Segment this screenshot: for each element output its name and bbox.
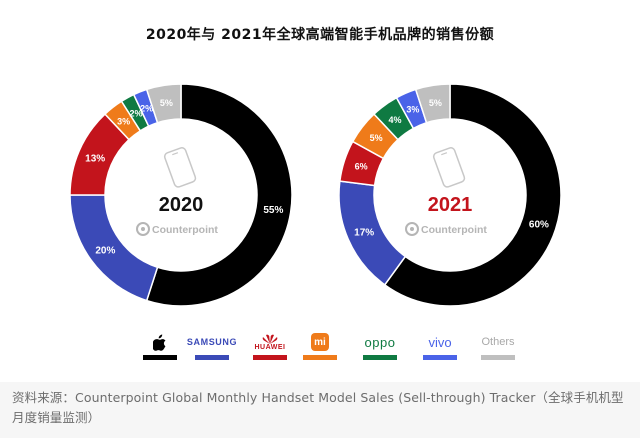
legend-logo-vivo: vivo xyxy=(428,332,451,352)
chart-title: 2020年与 2021年全球高端智能手机品牌的销售份额 xyxy=(145,27,495,43)
xiaomi-logo-icon: mi xyxy=(311,333,329,351)
donut-2021: 60% 17% 6% 5% 4% 3% 5% 2021 Counterpoint xyxy=(338,83,562,307)
slice-label-samsung-2021: 17% xyxy=(354,228,374,239)
slice-label-huawei-2021: 6% xyxy=(355,162,368,172)
legend-text-others: Others xyxy=(481,336,515,348)
svg-text:Counterpoint: Counterpoint xyxy=(421,224,487,236)
slice-label-oppo-2020: 2% xyxy=(129,109,142,119)
phone-icon xyxy=(432,147,466,188)
huawei-petal-icon xyxy=(262,334,278,344)
legend-swatch-others xyxy=(481,355,515,360)
slice-label-apple-2021: 60% xyxy=(529,219,549,230)
slice-label-xiaomi-2021: 5% xyxy=(370,133,383,143)
slice-apple-2021 xyxy=(383,83,562,307)
svg-text:Counterpoint: Counterpoint xyxy=(152,224,218,236)
slice-label-vivo-2020: 2% xyxy=(140,104,153,114)
legend-item-huawei: HUAWEI xyxy=(238,332,302,368)
slice-label-oppo-2021: 4% xyxy=(389,115,402,125)
slice-label-vivo-2021: 3% xyxy=(406,105,419,115)
legend-item-oppo: oppo xyxy=(348,332,412,368)
legend-text-samsung: SAMSUNG xyxy=(186,337,238,347)
legend-swatch-vivo xyxy=(423,355,457,360)
source-note: 资料来源：Counterpoint Global Monthly Handset… xyxy=(12,390,624,425)
slice-others-2021 xyxy=(414,83,451,124)
legend-logo-xiaomi: mi xyxy=(311,332,329,352)
legend-text-oppo: oppo xyxy=(364,334,396,350)
legend-swatch-oppo xyxy=(363,355,397,360)
legend-swatch-samsung xyxy=(195,355,229,360)
center-year-label: 2021 xyxy=(428,194,473,216)
slice-label-apple-2020: 55% xyxy=(263,205,283,216)
legend-item-vivo: vivo xyxy=(408,332,472,368)
slice-apple-2020 xyxy=(145,83,293,307)
counterpoint-watermark: Counterpoint xyxy=(405,222,487,236)
phone-icon xyxy=(163,147,197,188)
legend-logo-oppo: oppo xyxy=(365,332,396,352)
slice-label-xiaomi-2020: 3% xyxy=(117,117,130,127)
legend-item-xiaomi: mi xyxy=(288,332,352,368)
slice-label-others-2020: 5% xyxy=(160,98,173,108)
legend-logo-apple xyxy=(153,332,167,352)
legend-logo-huawei: HUAWEI xyxy=(255,332,286,352)
legend: SAMSUNG HUAWEI mi oppo vivo Others xyxy=(128,332,528,368)
legend-swatch-xiaomi xyxy=(303,355,337,360)
legend-item-others: Others xyxy=(466,332,530,368)
counterpoint-watermark: Counterpoint xyxy=(136,222,218,236)
source-background xyxy=(0,382,640,438)
legend-swatch-huawei xyxy=(253,355,287,360)
legend-logo-others: Others xyxy=(481,332,514,352)
apple-logo-icon xyxy=(153,334,167,351)
legend-swatch-apple xyxy=(143,355,177,360)
center-year-label: 2020 xyxy=(159,194,204,216)
legend-item-samsung: SAMSUNG xyxy=(180,332,244,368)
slice-label-samsung-2020: 20% xyxy=(95,245,115,256)
legend-item-apple xyxy=(128,332,192,368)
slice-label-others-2021: 5% xyxy=(429,98,442,108)
slice-others-2020 xyxy=(145,83,182,124)
legend-logo-samsung: SAMSUNG xyxy=(187,332,237,352)
slice-label-huawei-2020: 13% xyxy=(85,153,105,164)
legend-text-vivo: vivo xyxy=(428,334,452,350)
